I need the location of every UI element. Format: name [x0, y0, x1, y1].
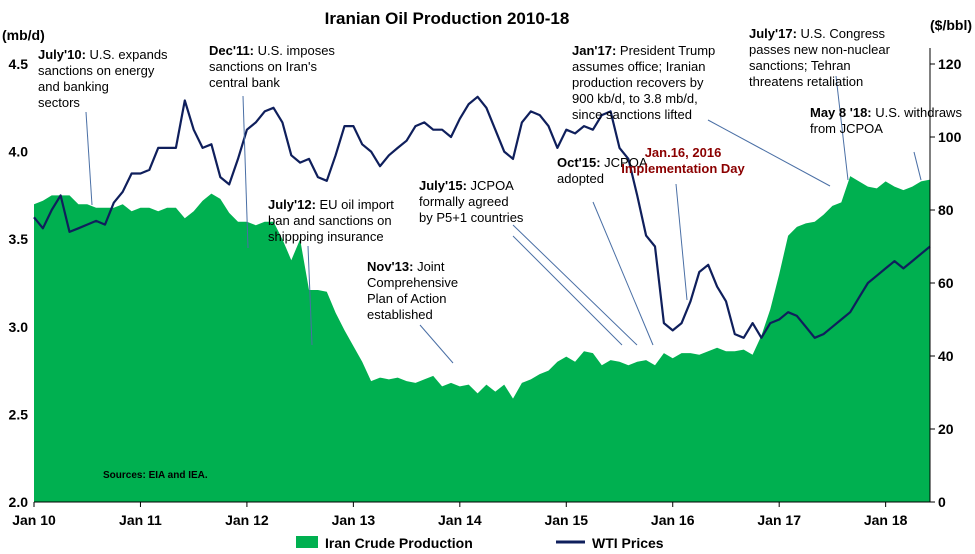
annotation-leader	[835, 75, 849, 181]
annotation-text: U.S. withdraws	[875, 105, 962, 120]
annotation-line: sanctions on energy	[38, 63, 155, 78]
annotation-text: President Trump	[620, 43, 715, 58]
right-axis-tick-label: 20	[938, 421, 954, 437]
annotation-line: July'10: U.S. expands	[38, 47, 168, 62]
left-axis-tick-label: 2.0	[9, 494, 29, 510]
production-area	[34, 176, 930, 502]
left-axis-tick-label: 2.5	[9, 406, 29, 422]
left-axis-unit: (mb/d)	[2, 27, 45, 43]
annotation-line: since sanctions lifted	[572, 107, 692, 122]
annotation-line: assumes office; Iranian	[572, 59, 705, 74]
x-axis-tick-label: Jan 17	[757, 512, 801, 528]
annotation-date: Jan'17:	[572, 43, 620, 58]
x-axis-tick-label: Jan 10	[12, 512, 56, 528]
annotation-text: Joint	[417, 259, 445, 274]
annotation-date: Dec'11:	[209, 43, 258, 58]
left-axis-tick-label: 3.5	[9, 231, 29, 247]
implementation-day-label: Jan.16, 2016	[645, 145, 722, 160]
right-axis-tick-label: 100	[938, 129, 962, 145]
annotation-line: from JCPOA	[810, 121, 883, 136]
x-axis-tick-label: Jan 15	[544, 512, 588, 528]
annotation-date: May 8 '18:	[810, 105, 875, 120]
right-axis-tick-label: 120	[938, 56, 962, 72]
annotation-line: July'15: JCPOA	[419, 178, 514, 193]
wti-line	[33, 95, 931, 339]
annotation-line: Jan'17: President Trump	[572, 43, 715, 58]
annotation-line: 900 kb/d, to 3.8 mb/d,	[572, 91, 698, 106]
x-axis-tick-label: Jan 11	[119, 512, 162, 528]
axes-layer: 2.0 2.5 3.0 3.5 4.0 4.5 0 20 40 60 80 100 120 Jan 10 J…	[9, 48, 962, 528]
production-area-layer	[34, 176, 930, 502]
right-axis-tick-label: 80	[938, 202, 954, 218]
annotation-date: July'17:	[749, 26, 801, 41]
annotation-line: shippping insurance	[268, 229, 384, 244]
annotation-text: JCPOA	[471, 178, 515, 193]
annotation-date: July'15:	[419, 178, 471, 193]
annotation-line: central bank	[209, 75, 280, 90]
sources-note: Sources: EIA and IEA.	[103, 470, 208, 481]
annotation-line: sanctions on Iran's	[209, 59, 317, 74]
annotation-line: threatens retaliation	[749, 74, 863, 89]
legend-swatch-production	[296, 536, 318, 548]
annotation-text: U.S. imposes	[258, 43, 336, 58]
annotation-line: established	[367, 307, 433, 322]
annotation-line: July'17: U.S. Congress	[749, 26, 886, 41]
x-axis-tick-label: Jan 13	[332, 512, 376, 528]
annotation-leader	[307, 245, 313, 346]
annotation-line: May 8 '18: U.S. withdraws	[810, 105, 962, 120]
right-axis-unit: ($/bbl)	[930, 17, 972, 33]
annotation-text: U.S. Congress	[801, 26, 886, 41]
annotation-leader	[85, 111, 93, 206]
right-axis-tick-label: 40	[938, 348, 954, 364]
x-axis-tick-label: Jan 14	[438, 512, 482, 528]
annotation-line: formally agreed	[419, 194, 509, 209]
annotation-line: Dec'11: U.S. imposes	[209, 43, 335, 58]
left-axis-tick-label: 3.0	[9, 319, 29, 335]
x-axis-tick-label: Jan 16	[651, 512, 695, 528]
annotation-text: JCPOA	[604, 155, 648, 170]
right-axis-tick-label: 60	[938, 275, 954, 291]
legend-label-production: Iran Crude Production	[325, 535, 473, 551]
annotation-line: sanctions; Tehran	[749, 58, 851, 73]
annotation-leader	[242, 95, 249, 249]
annotation-date: Nov'13:	[367, 259, 417, 274]
left-axis-tick-label: 4.5	[9, 56, 29, 72]
annotation-line: production recovers by	[572, 75, 704, 90]
implementation-day-label: Implementation Day	[621, 161, 745, 176]
annotation-leader	[419, 324, 454, 364]
chart-title: Iranian Oil Production 2010-18	[325, 9, 570, 28]
annotation-leader	[512, 224, 638, 346]
annotation-line: sectors	[38, 95, 80, 110]
annotation-line: Plan of Action	[367, 291, 447, 306]
annotation-date: Oct'15:	[557, 155, 604, 170]
annotation-line: and banking	[38, 79, 109, 94]
annotation-leader	[512, 235, 623, 346]
annotation-line: Nov'13: Joint	[367, 259, 445, 274]
annotation-leader	[675, 183, 688, 301]
annotation-line: adopted	[557, 171, 604, 186]
annotation-date: July'10:	[38, 47, 90, 62]
annotation-date: July'12:	[268, 197, 320, 212]
annotation-line: passes new non-nuclear	[749, 42, 891, 57]
annotation-leader	[913, 151, 922, 181]
annotation-line: by P5+1 countries	[419, 210, 524, 225]
legend-label-wti: WTI Prices	[592, 535, 664, 551]
right-axis-tick-label: 0	[938, 494, 946, 510]
wti-line-layer	[33, 95, 931, 339]
annotation-leaders	[85, 75, 922, 364]
annotation-line: Comprehensive	[367, 275, 458, 290]
legend: Iran Crude Production WTI Prices	[296, 535, 664, 551]
annotation-line: ban and sanctions on	[268, 213, 392, 228]
x-axis-tick-label: Jan 12	[225, 512, 269, 528]
annotation-leader	[592, 201, 654, 346]
annotation-line: Oct'15: JCPOA	[557, 155, 648, 170]
annotation-leader	[707, 119, 831, 187]
annotation-line: July'12: EU oil import	[268, 197, 394, 212]
annotation-text: EU oil import	[320, 197, 395, 212]
x-axis-tick-label: Jan 18	[864, 512, 908, 528]
annotation-text: U.S. expands	[90, 47, 169, 62]
left-axis-tick-label: 4.0	[9, 144, 29, 160]
